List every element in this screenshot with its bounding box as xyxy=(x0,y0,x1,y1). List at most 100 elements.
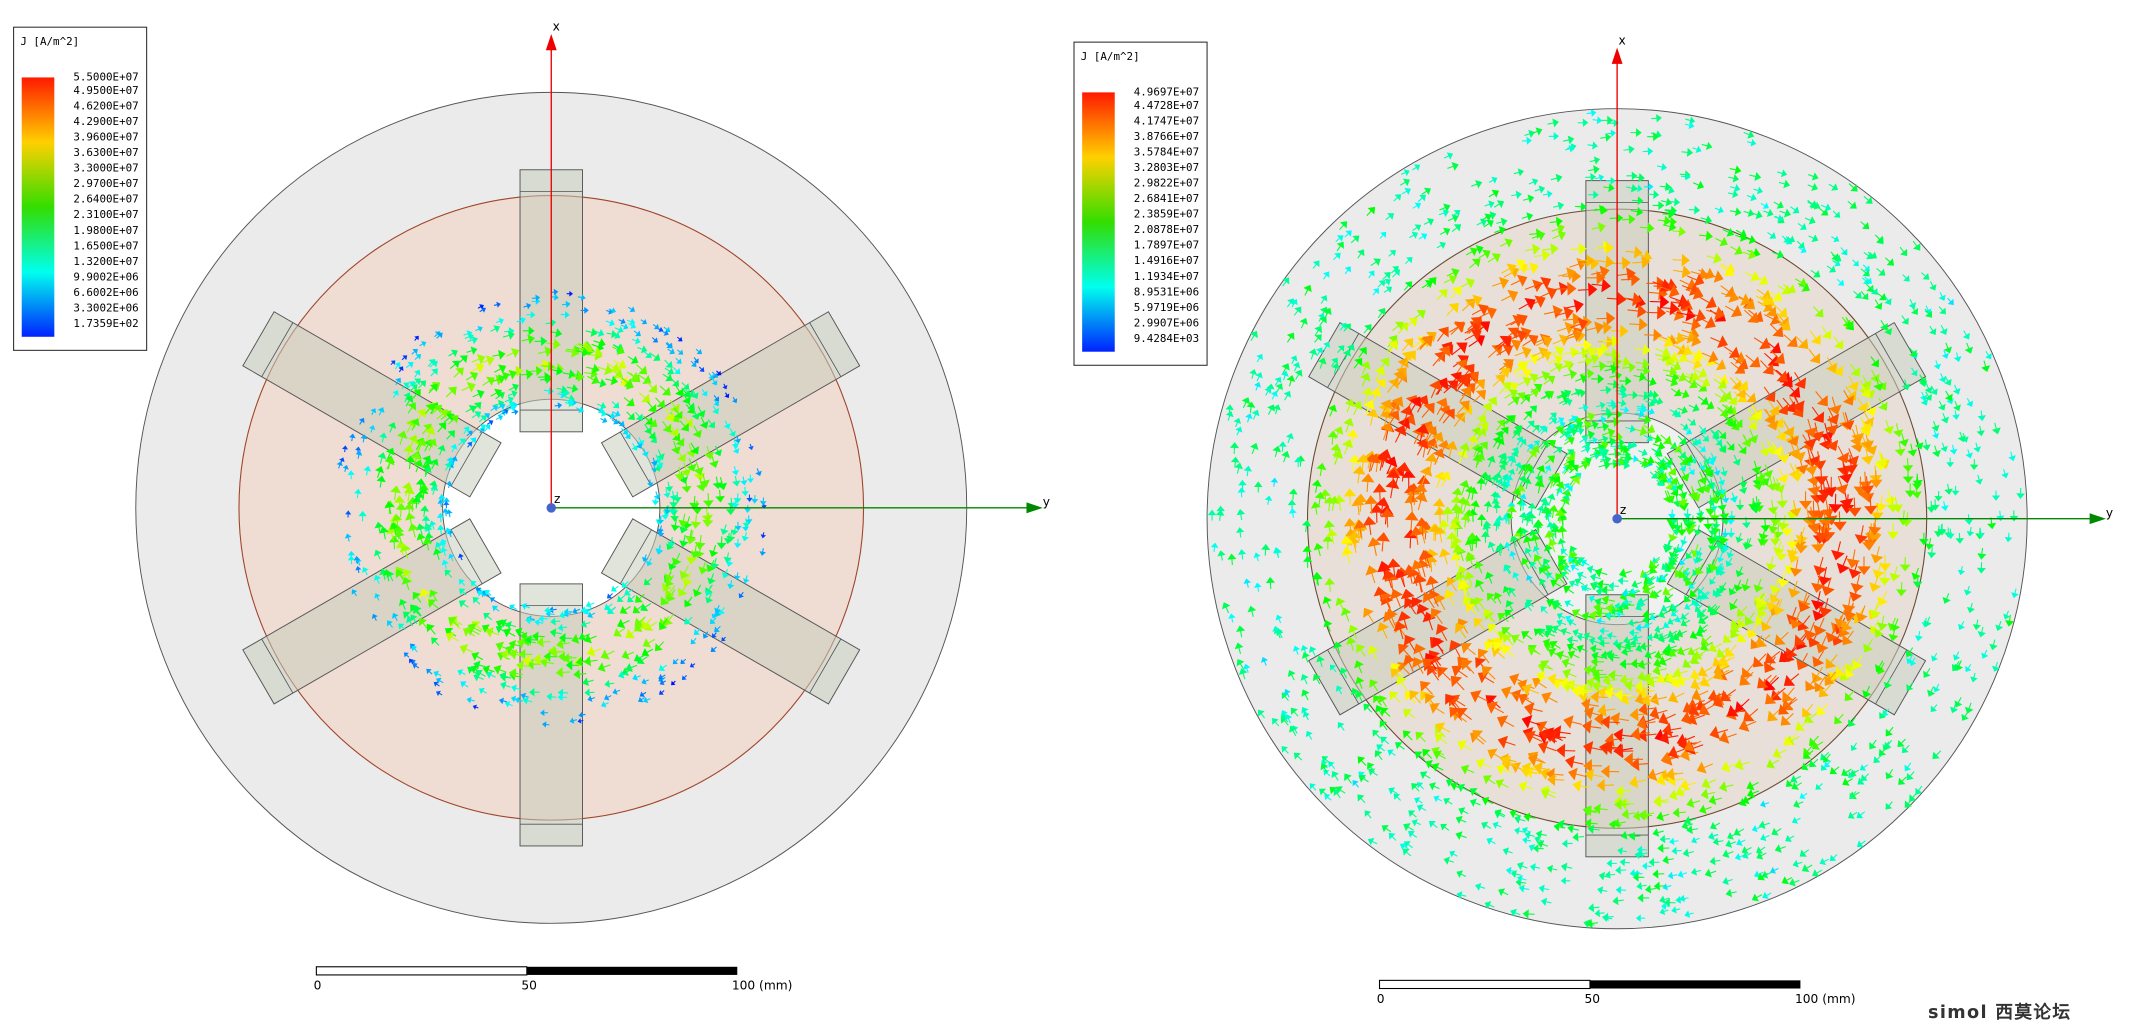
current-arrow xyxy=(1606,859,1617,868)
current-arrow xyxy=(1393,424,1407,443)
current-arrow xyxy=(1854,525,1869,545)
current-arrow xyxy=(1686,825,1699,835)
current-arrow xyxy=(1636,716,1656,731)
current-arrow xyxy=(1412,657,1425,674)
current-arrow xyxy=(634,411,643,421)
current-arrow xyxy=(1308,348,1318,360)
current-arrow xyxy=(657,528,665,537)
current-arrow xyxy=(1817,566,1832,587)
current-arrow xyxy=(1649,471,1658,479)
current-arrow xyxy=(379,432,388,443)
current-arrow xyxy=(1301,707,1309,717)
current-arrow xyxy=(1725,839,1736,848)
current-arrow xyxy=(1299,317,1308,329)
current-arrow xyxy=(430,368,438,377)
current-arrow xyxy=(1700,788,1716,800)
current-arrow xyxy=(457,355,468,365)
current-arrow xyxy=(1774,631,1789,646)
current-arrow xyxy=(1844,664,1856,679)
current-arrow xyxy=(495,619,508,629)
current-arrow xyxy=(566,290,574,297)
current-arrow xyxy=(453,367,464,378)
current-arrow xyxy=(636,364,648,375)
current-arrow xyxy=(587,375,600,385)
current-arrow xyxy=(1397,662,1411,676)
current-arrow xyxy=(707,573,716,585)
current-arrow xyxy=(1677,406,1688,415)
current-arrow xyxy=(1432,448,1445,465)
current-arrow xyxy=(486,671,496,679)
current-arrow xyxy=(1555,481,1565,494)
current-arrow xyxy=(403,652,410,658)
current-arrow xyxy=(1514,827,1524,835)
current-arrow xyxy=(1782,687,1795,703)
current-arrow xyxy=(1820,499,1835,519)
current-arrow xyxy=(495,414,504,421)
current-arrow xyxy=(1457,565,1468,580)
current-arrow xyxy=(1586,109,1597,117)
pole-cap xyxy=(809,322,842,377)
current-arrow xyxy=(1726,441,1735,451)
current-arrow xyxy=(1637,893,1650,903)
current-arrow xyxy=(684,596,693,608)
current-arrow xyxy=(585,601,595,609)
current-arrow xyxy=(1910,367,1918,377)
current-arrow xyxy=(618,670,629,679)
current-arrow xyxy=(613,627,626,637)
current-arrow xyxy=(564,346,580,358)
current-arrow xyxy=(1319,788,1328,796)
current-arrow xyxy=(448,349,458,358)
current-arrow xyxy=(516,660,531,671)
current-arrow xyxy=(1718,730,1737,744)
color-bar xyxy=(1082,92,1115,352)
current-arrow xyxy=(1507,396,1520,406)
current-arrow xyxy=(1512,572,1520,582)
scale-bar-white xyxy=(315,966,528,976)
current-arrow xyxy=(1467,434,1479,450)
current-arrow xyxy=(611,585,619,592)
current-arrow xyxy=(490,325,501,333)
current-arrow xyxy=(1350,687,1360,699)
current-arrow xyxy=(667,536,676,548)
current-arrow xyxy=(1394,742,1405,750)
current-arrow xyxy=(1965,449,1973,459)
current-arrow xyxy=(618,318,626,325)
current-arrow xyxy=(1635,623,1646,632)
legend-label: 2.9907E+06 xyxy=(1134,316,1199,329)
current-arrow xyxy=(1453,412,1465,428)
current-arrow xyxy=(604,679,615,688)
current-arrow xyxy=(661,330,669,336)
current-arrow xyxy=(1354,660,1364,674)
legend-label: 1.4916E+07 xyxy=(1134,254,1199,267)
current-arrow xyxy=(598,364,613,376)
current-arrow xyxy=(710,557,720,570)
current-arrow xyxy=(1403,654,1416,672)
current-arrow xyxy=(1596,422,1610,432)
current-arrow xyxy=(435,690,443,697)
current-arrow xyxy=(681,387,690,398)
current-arrow xyxy=(1688,485,1699,500)
current-arrow xyxy=(1476,414,1487,429)
current-arrow xyxy=(670,519,680,532)
current-arrow xyxy=(569,717,578,724)
current-arrow xyxy=(1344,773,1352,784)
current-arrow xyxy=(664,408,675,423)
current-arrow xyxy=(427,438,437,452)
current-arrow xyxy=(745,515,753,525)
current-arrow xyxy=(1443,152,1454,160)
current-arrow xyxy=(1873,377,1884,392)
current-arrow xyxy=(732,475,741,487)
current-arrow xyxy=(1847,375,1859,392)
current-arrow xyxy=(1758,820,1770,830)
current-arrow xyxy=(423,522,433,534)
current-arrow xyxy=(1860,291,1869,300)
current-arrow xyxy=(1736,838,1746,846)
pole-cap xyxy=(1327,333,1360,388)
current-arrow xyxy=(734,572,741,581)
current-arrow xyxy=(1552,476,1561,487)
current-arrow xyxy=(1714,206,1724,214)
current-arrow xyxy=(1521,557,1530,570)
current-arrow xyxy=(1287,670,1296,681)
current-arrow xyxy=(1749,171,1762,181)
current-arrow xyxy=(1553,446,1563,454)
